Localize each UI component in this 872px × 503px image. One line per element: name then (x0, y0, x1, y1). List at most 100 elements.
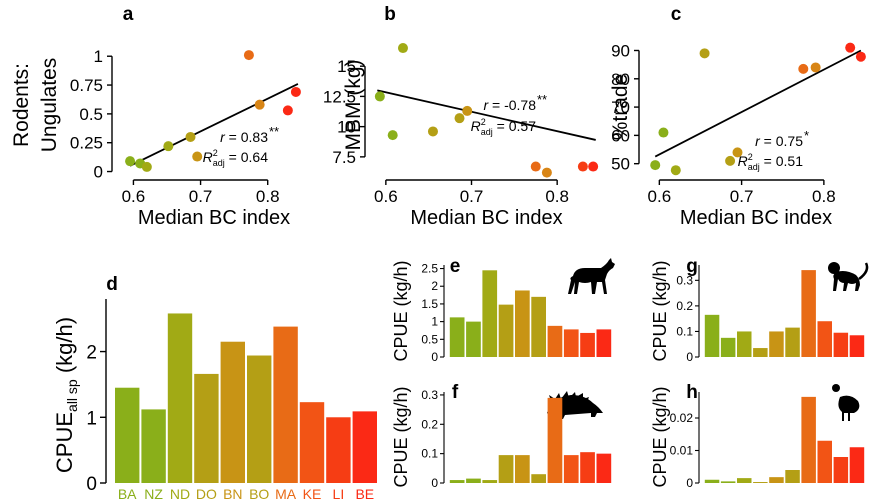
stat-r-c: r = 0.75 (755, 133, 803, 149)
stat-r2-superscript: 2 (748, 152, 753, 162)
bar-g (704, 314, 720, 357)
bar-f (466, 478, 481, 483)
data-point-a (141, 161, 152, 172)
y-axis-label-f: CPUE (kg/h) (391, 386, 411, 487)
bar-f (563, 455, 579, 483)
bar-d-ma (273, 326, 298, 483)
data-point-a (192, 151, 203, 162)
data-point-c (732, 147, 743, 158)
panel-letter-f: f (452, 382, 459, 403)
y-tick-label-d: 2 (86, 343, 97, 364)
bar-e (596, 329, 612, 357)
stat-r2-value: = 0.57 (493, 118, 536, 134)
bar-f (515, 455, 530, 483)
bar-e (515, 290, 530, 357)
x-axis-label-b: Median BC index (410, 207, 562, 229)
bar-d-nd (167, 313, 193, 483)
category-label-be: BE (355, 486, 374, 502)
stat-r-value: = -0.78 (488, 97, 536, 113)
y-tick-label-e: 0 (431, 350, 438, 364)
y-tick-label-h: 0.01 (670, 444, 694, 458)
y-tick-label-c: 50 (611, 155, 630, 174)
data-point-b (397, 43, 408, 54)
category-label-bn: BN (223, 486, 242, 502)
bar-e (449, 317, 465, 357)
bar-d-ke (299, 402, 325, 483)
data-point-b (454, 113, 465, 124)
panel-letter-h: h (686, 382, 698, 403)
bar-h (720, 481, 736, 483)
monkey-silhouette-icon (828, 262, 869, 291)
category-label-li: LI (333, 486, 345, 502)
y-tick-label-d: 0 (86, 474, 97, 495)
y-tick-label-g: 0.3 (676, 273, 693, 287)
bar-h (833, 457, 849, 483)
stat-r-value: = 0.75 (760, 133, 803, 149)
y-axis-label-unit: (kg/h) (52, 317, 77, 379)
panel-letter-c: c (671, 4, 682, 25)
x-tick-label-a: 0.6 (122, 187, 146, 206)
y-axis-label-g: CPUE (kg/h) (650, 260, 670, 361)
x-tick-label-b: 0.8 (545, 187, 569, 206)
bar-d-be (352, 411, 377, 483)
y-tick-label-a: 0 (94, 163, 103, 182)
y-axis-label-subscript: all sp (64, 379, 80, 412)
y-tick-label-e: 2 (431, 279, 438, 293)
bar-d-nz (141, 409, 166, 483)
y-tick-label-e: 1.5 (421, 297, 438, 311)
data-point-a (290, 86, 301, 97)
category-label-nz: NZ (144, 486, 163, 502)
bar-g (769, 331, 784, 357)
y-tick-label-e: 1 (431, 315, 438, 329)
y-tick-label-a: 0.75 (70, 76, 103, 95)
category-label-ba: BA (118, 486, 137, 502)
data-point-a (185, 131, 196, 142)
stat-r2-superscript: 2 (481, 117, 486, 127)
y-axis-label-line2-a: Ungulates (38, 58, 61, 153)
bar-d-li (326, 417, 351, 483)
bar-g (785, 327, 800, 357)
y-axis-label-a: Rodents: (10, 63, 33, 147)
stat-r-value: = 0.83 (225, 129, 268, 145)
y-tick-label-d: 1 (86, 408, 97, 429)
y-axis-label-main: CPUE (52, 412, 77, 473)
y-tick-label-g: 0 (686, 350, 693, 364)
duiker-silhouette-icon (568, 258, 615, 294)
stat-r-symbol: r (220, 129, 226, 145)
bar-g (753, 348, 768, 357)
bar-e (547, 325, 563, 357)
y-tick-label-h: 0 (686, 476, 693, 490)
y-tick-label-a: 0.25 (70, 134, 103, 153)
regression-line-b (377, 89, 596, 141)
y-axis-label-d: CPUEall sp (kg/h) (52, 317, 80, 473)
y-tick-label-f: 0.2 (421, 417, 438, 431)
data-point-c (658, 127, 669, 138)
data-point-a (163, 141, 174, 152)
x-tick-label-b: 0.6 (374, 187, 398, 206)
stat-r2-a: R2 adj = 0.64 (203, 148, 269, 168)
y-axis-label-b: MBM (kg) (342, 60, 365, 151)
data-point-b (462, 105, 473, 116)
y-tick-label-b: 15 (337, 57, 356, 76)
y-tick-label-a: 0.5 (79, 105, 103, 124)
stat-r2-b: R2 adj = 0.57 (471, 117, 537, 137)
data-point-c (798, 63, 809, 74)
panel-letter-e: e (450, 256, 461, 277)
bar-h (753, 482, 768, 483)
y-axis-label-h: CPUE (kg/h) (650, 386, 670, 487)
bar-d-bo (247, 355, 272, 483)
bar-h (801, 396, 816, 483)
bar-f (596, 453, 612, 483)
y-axis-label-c: %trade (609, 74, 632, 141)
bar-f (547, 397, 563, 483)
data-point-b (387, 130, 398, 141)
y-tick-label-b: 12.5 (323, 87, 356, 106)
x-tick-label-a: 0.8 (256, 187, 280, 206)
bar-h (785, 470, 800, 483)
regression-line-a (129, 83, 299, 167)
bar-d-bn (220, 341, 245, 483)
category-label-ma: MA (275, 486, 297, 502)
panel-letter-b: b (384, 4, 396, 25)
data-point-b (374, 91, 385, 102)
y-tick-label-c: 80 (611, 70, 630, 89)
